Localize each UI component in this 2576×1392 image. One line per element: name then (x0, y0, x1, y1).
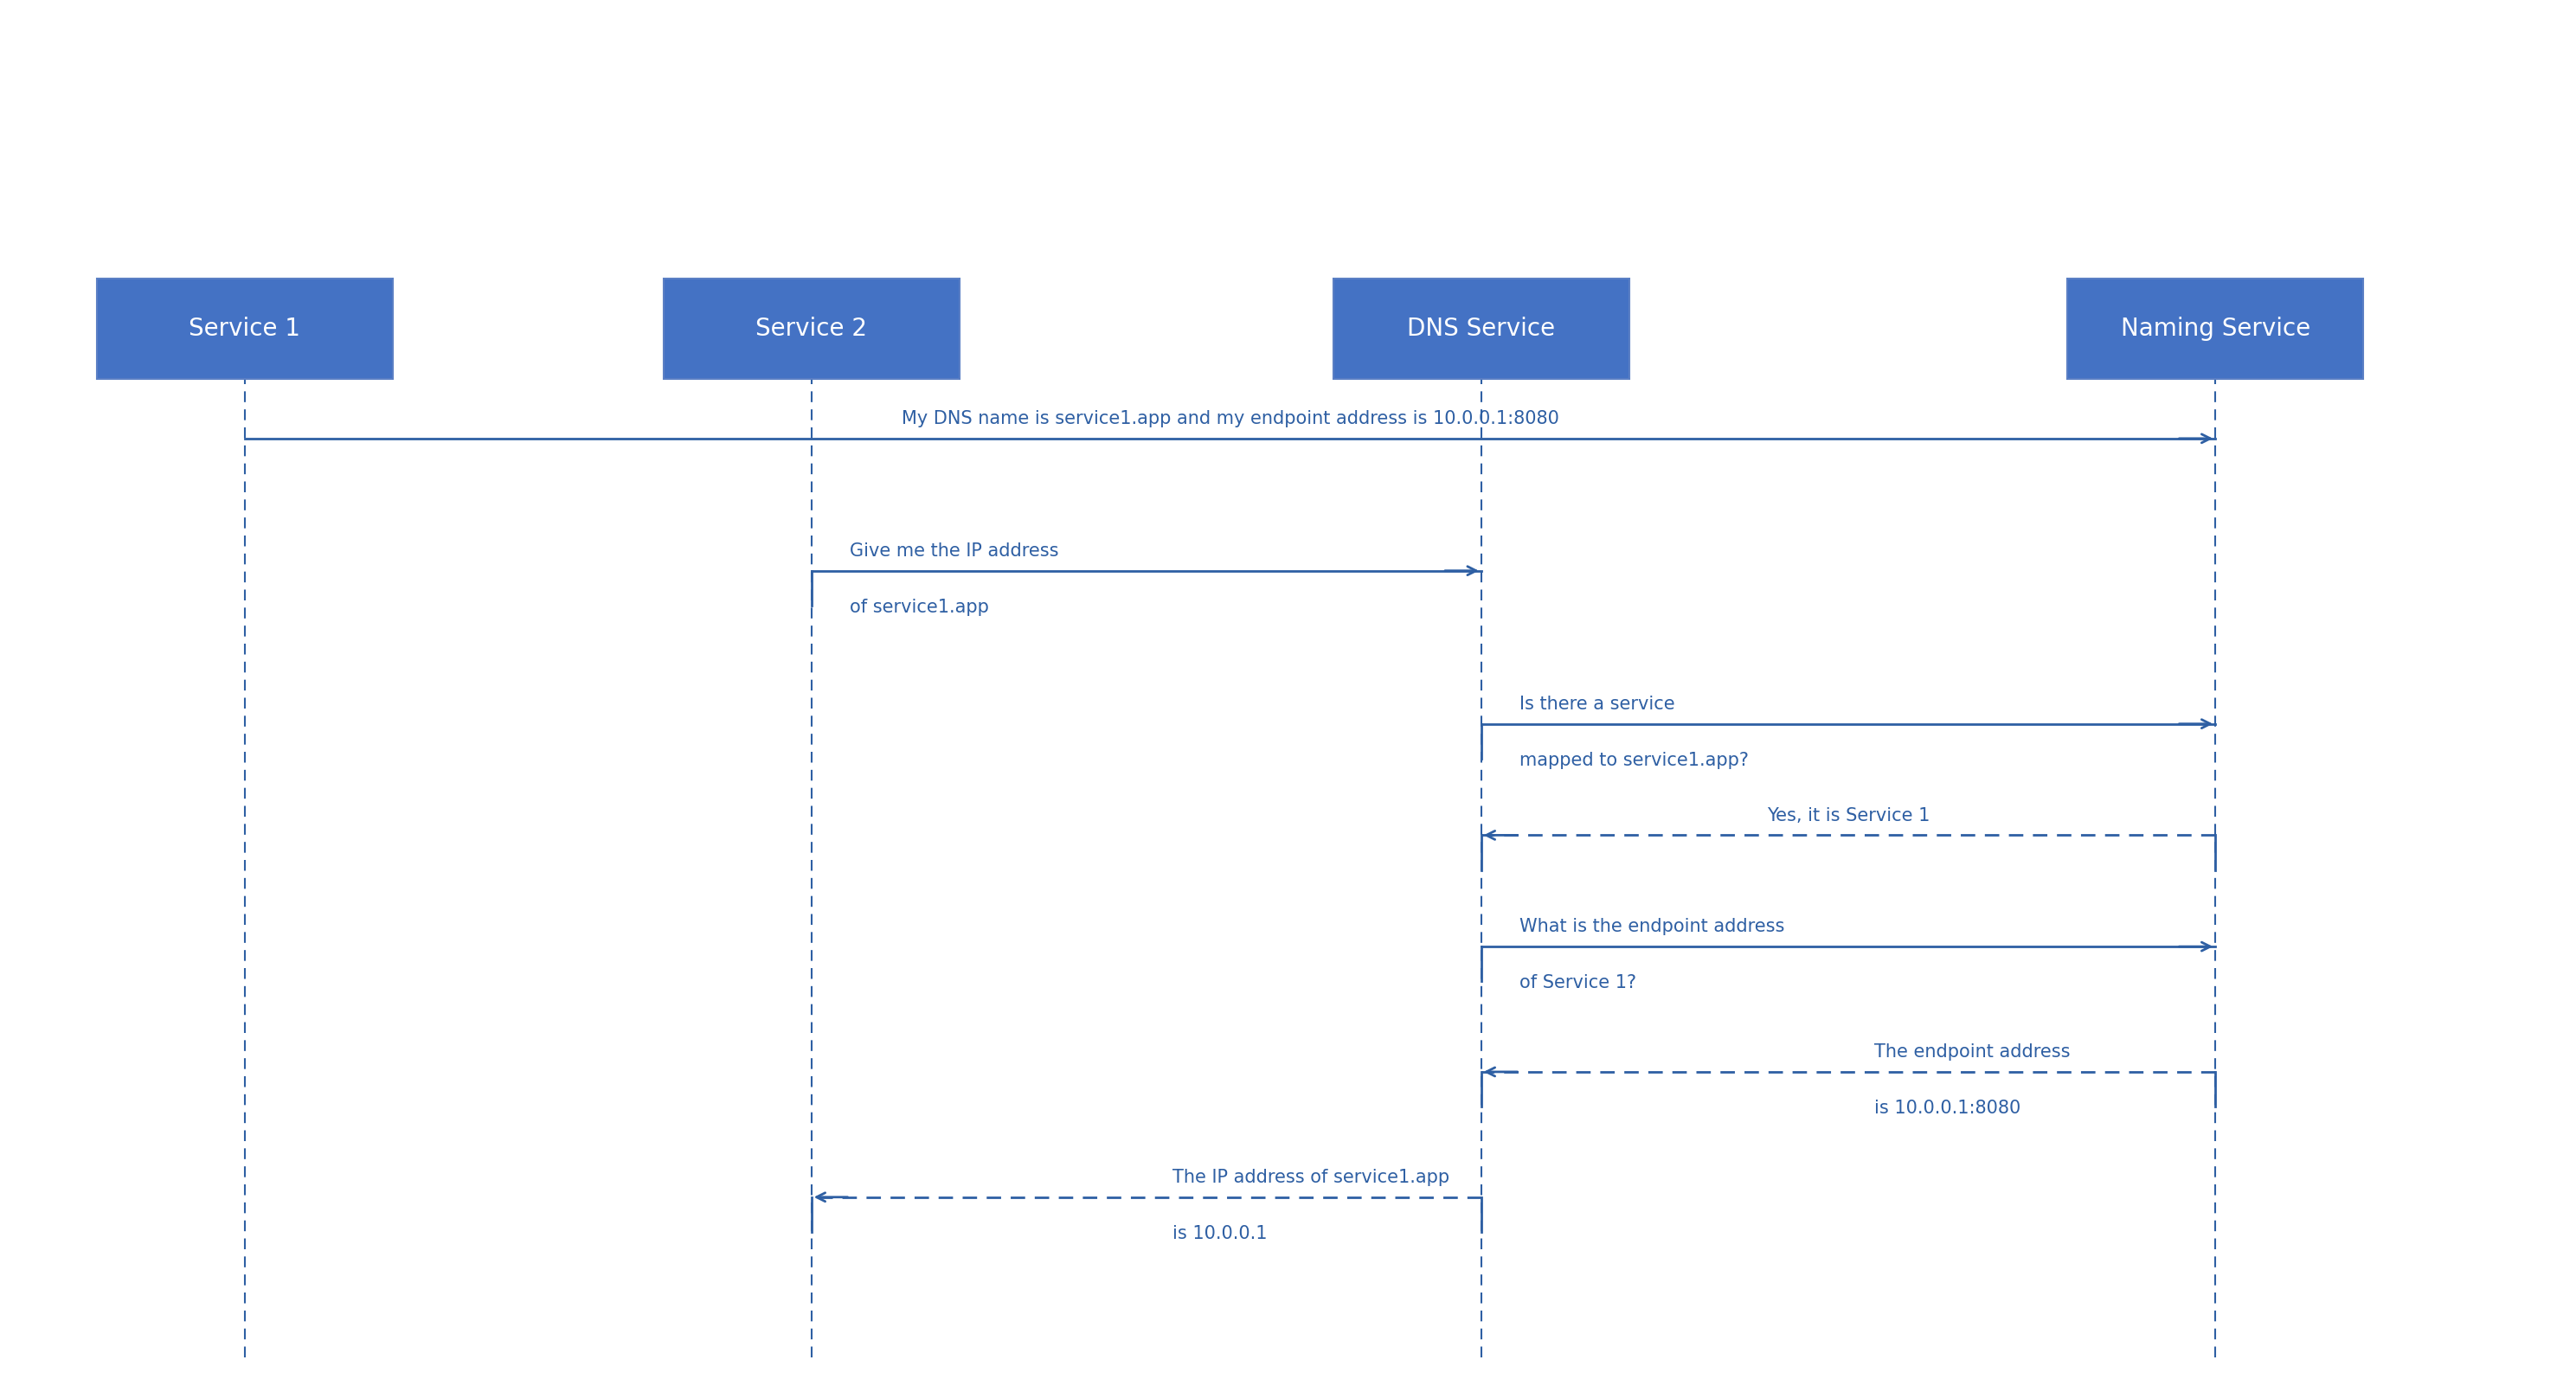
FancyBboxPatch shape (1334, 278, 1628, 379)
Text: is 10.0.0.1: is 10.0.0.1 (1172, 1225, 1267, 1242)
FancyBboxPatch shape (665, 278, 958, 379)
Text: of service1.app: of service1.app (850, 599, 989, 615)
Text: Service 1: Service 1 (188, 316, 301, 341)
Text: is 10.0.0.1:8080: is 10.0.0.1:8080 (1873, 1100, 2020, 1116)
Text: Give me the IP address: Give me the IP address (850, 543, 1059, 560)
Text: What is the endpoint address: What is the endpoint address (1520, 919, 1785, 935)
Text: Yes, it is Service 1: Yes, it is Service 1 (1767, 807, 1929, 824)
Text: DNS Service: DNS Service (1406, 316, 1556, 341)
Text: My DNS name is service1.app and my endpoint address is 10.0.0.1:8080: My DNS name is service1.app and my endpo… (902, 411, 1558, 427)
Text: The endpoint address: The endpoint address (1873, 1044, 2071, 1061)
FancyBboxPatch shape (98, 278, 392, 379)
FancyBboxPatch shape (2066, 278, 2365, 379)
Text: Naming Service: Naming Service (2120, 316, 2311, 341)
Text: The IP address of service1.app: The IP address of service1.app (1172, 1169, 1450, 1186)
Text: of Service 1?: of Service 1? (1520, 974, 1636, 991)
Text: Is there a service: Is there a service (1520, 696, 1674, 713)
Text: Service 2: Service 2 (755, 316, 868, 341)
Text: mapped to service1.app?: mapped to service1.app? (1520, 752, 1749, 768)
